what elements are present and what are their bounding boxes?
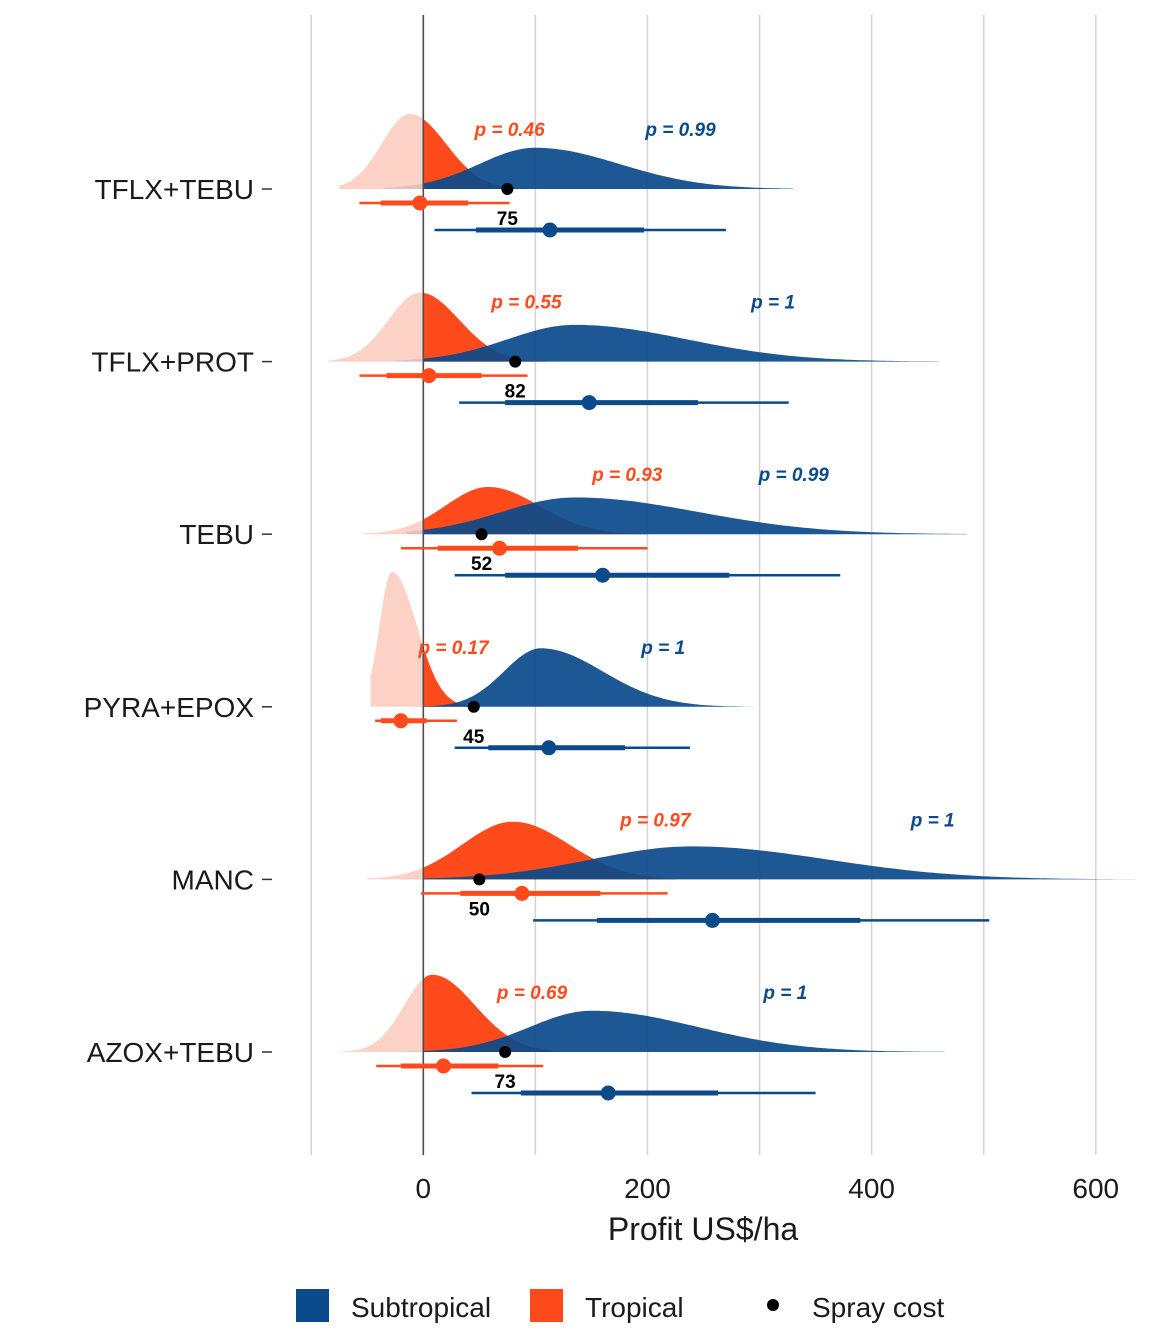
- distribution-layer: [328, 114, 1135, 1052]
- grid-layer: [310, 15, 1097, 1155]
- spray-cost-point: [473, 873, 486, 886]
- subtropical-median-point: [541, 740, 557, 756]
- subtropical-density-positive: [423, 648, 760, 707]
- tropical-density-negative: [367, 867, 424, 880]
- tropical-p-label: p = 0.97: [619, 810, 692, 831]
- tropical-density-positive: [423, 646, 474, 707]
- legend-label-spray-cost: Spray cost: [812, 1292, 944, 1323]
- tropical-density-positive: [423, 821, 676, 880]
- spray-cost-point: [467, 700, 480, 713]
- legend-swatch-tropical: [530, 1289, 563, 1322]
- tropical-density-positive: [423, 292, 547, 362]
- tropical-median-point: [435, 1058, 451, 1074]
- axis-layer: Profit US$/ha 0 200 400 600 TFLX+TEBU TFLX+PR…: [84, 174, 1120, 1247]
- spray-cost-label: 75: [497, 209, 519, 230]
- tropical-density-positive: [423, 974, 553, 1052]
- legend-point-spray-cost: [767, 1299, 779, 1311]
- tropical-p-label: p = 0.93: [591, 465, 663, 486]
- x-tick-label: 600: [1072, 1173, 1119, 1204]
- subtropical-density-positive: [423, 324, 939, 362]
- subtropical-density-positive: [423, 1010, 945, 1052]
- subtropical-p-label: p = 0.99: [758, 465, 830, 486]
- tropical-p-label: p = 0.17: [417, 638, 490, 659]
- spray-cost-label: 50: [469, 899, 490, 920]
- subtropical-density-negative: [406, 529, 424, 535]
- x-axis-title: Profit US$/ha: [608, 1211, 799, 1247]
- x-tick-label: 400: [848, 1173, 895, 1204]
- tropical-p-label: p = 0.55: [490, 293, 562, 314]
- subtropical-p-label: p = 0.99: [644, 120, 716, 141]
- subtropical-density-negative: [395, 358, 424, 362]
- subtropical-p-label: p = 1: [640, 638, 685, 659]
- subtropical-density-negative: [400, 878, 424, 880]
- spray-cost-label: 73: [495, 1072, 516, 1093]
- spray-cost-point: [499, 1046, 512, 1058]
- y-category-label: TFLX+TEBU: [95, 174, 254, 205]
- subtropical-median-point: [600, 1085, 616, 1101]
- x-tick-label: 200: [624, 1173, 671, 1204]
- subtropical-median-point: [542, 222, 558, 238]
- tropical-median-point: [514, 885, 530, 901]
- subtropical-density-negative: [384, 183, 424, 189]
- y-category-label: AZOX+TEBU: [87, 1037, 254, 1068]
- legend-swatch-subtropical: [296, 1289, 329, 1322]
- spray-cost-point: [509, 355, 522, 368]
- spray-cost-label: 45: [463, 727, 485, 748]
- tropical-density-positive: [423, 119, 530, 189]
- tropical-density-negative: [361, 519, 424, 535]
- y-category-label: MANC: [172, 864, 254, 895]
- subtropical-median-point: [704, 912, 720, 928]
- interval-layer: [359, 183, 990, 1101]
- spray-cost-label: 52: [471, 554, 492, 575]
- spray-cost-point: [475, 528, 488, 541]
- y-category-label: TEBU: [179, 519, 254, 550]
- y-category-label: PYRA+EPOX: [84, 692, 255, 723]
- subtropical-p-label: p = 1: [910, 810, 955, 831]
- tropical-density-negative: [339, 978, 424, 1052]
- subtropical-density-negative: [400, 1051, 424, 1052]
- subtropical-density-positive: [423, 497, 967, 535]
- spray-cost-point: [501, 183, 514, 195]
- subtropical-p-label: p = 1: [762, 983, 807, 1004]
- x-tick-label: 0: [416, 1173, 432, 1204]
- tropical-median-point: [421, 368, 437, 384]
- subtropical-median-point: [581, 395, 597, 411]
- legend: Subtropical Tropical Spray cost: [296, 1289, 944, 1323]
- tropical-density-negative: [370, 571, 424, 707]
- tropical-p-label: p = 0.69: [496, 983, 568, 1004]
- legend-label-tropical: Tropical: [585, 1292, 684, 1323]
- subtropical-p-label: p = 1: [750, 293, 795, 314]
- tropical-density-negative: [339, 114, 424, 189]
- subtropical-density-positive: [423, 846, 1135, 880]
- tropical-median-point: [412, 195, 428, 211]
- tropical-density-negative: [328, 292, 424, 362]
- y-category-label: TFLX+PROT: [91, 347, 254, 378]
- subtropical-density-positive: [423, 147, 794, 189]
- label-layer: 75 p = 0.46 p = 0.99 82 p = 0.55 p = 1 52 p = 0…: [417, 120, 954, 1093]
- tropical-median-point: [393, 713, 409, 729]
- tropical-median-point: [492, 540, 508, 556]
- tropical-p-label: p = 0.46: [473, 120, 545, 141]
- legend-label-subtropical: Subtropical: [351, 1292, 491, 1323]
- subtropical-median-point: [595, 567, 611, 583]
- spray-cost-label: 82: [505, 382, 526, 403]
